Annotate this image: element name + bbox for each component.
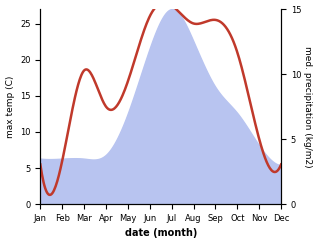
X-axis label: date (month): date (month) <box>125 228 197 238</box>
Y-axis label: med. precipitation (kg/m2): med. precipitation (kg/m2) <box>303 46 313 167</box>
Y-axis label: max temp (C): max temp (C) <box>5 75 15 138</box>
